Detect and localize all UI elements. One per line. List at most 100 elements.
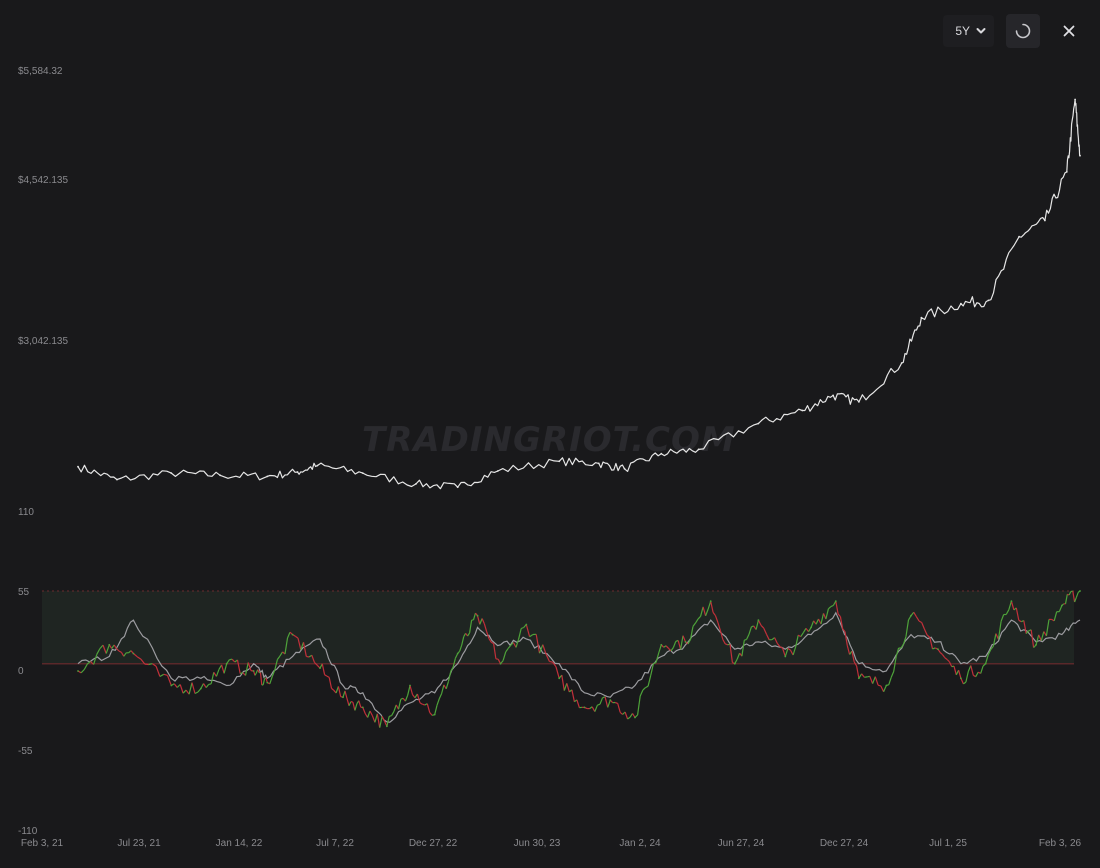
oscillator-segment (987, 649, 992, 656)
oscillator-segment (820, 613, 825, 625)
oscillator-segment (787, 647, 791, 651)
oscillator-point (960, 677, 962, 680)
oscillator-panel: 55 0 -55 -110 (18, 587, 1081, 837)
oscillator-segment (948, 661, 953, 667)
price-point (801, 409, 804, 412)
oscillator-segment (893, 656, 897, 672)
oscillator-segment (352, 702, 356, 711)
price-point (900, 362, 903, 364)
oscillator-segment (970, 665, 974, 676)
oscillator-segment (851, 650, 855, 663)
oscillator-segment (416, 693, 421, 703)
oscillator-segment (853, 661, 858, 667)
oscillator-segment (856, 665, 860, 679)
oscillator-segment (594, 704, 598, 712)
oscillator-segment (844, 631, 848, 646)
oscillator-segment (286, 631, 291, 639)
x-tick-label: Jun 27, 24 (718, 838, 765, 849)
oscillator-segment (702, 606, 707, 616)
refresh-button[interactable] (1006, 14, 1040, 48)
oscillator-segment (797, 634, 802, 638)
oscillator-segment (835, 601, 839, 615)
oscillator-segment (529, 634, 534, 638)
oscillator-segment (869, 676, 874, 684)
oscillator-band (42, 591, 1074, 664)
oscillator-segment (542, 644, 547, 655)
oscillator-segment (426, 703, 431, 713)
chevron-down-icon (976, 28, 986, 34)
oscillator-segment (729, 644, 733, 663)
oscillator-segment (719, 630, 724, 640)
oscillator-segment (262, 678, 266, 685)
oscillator-segment (173, 683, 178, 688)
oscillator-segment (828, 606, 832, 610)
close-button[interactable] (1052, 14, 1086, 48)
x-tick-label: Jun 30, 23 (514, 838, 561, 849)
oscillator-segment (188, 682, 193, 695)
oscillator-segment (549, 660, 553, 663)
oscillator-segment (407, 685, 411, 696)
spinner-icon (1015, 23, 1031, 39)
oscillator-segment (221, 664, 225, 674)
oscillator-segment (488, 638, 492, 643)
oscillator-segment (118, 650, 122, 653)
oscillator-segment (670, 647, 674, 652)
price-point (757, 422, 760, 425)
x-tick-label: Dec 27, 24 (820, 838, 869, 849)
x-tick-label: Jan 14, 22 (216, 838, 263, 849)
oscillator-segment (393, 704, 397, 712)
oscillator-segment (724, 643, 728, 646)
oscillator-segment (438, 693, 443, 699)
oscillator-segment (975, 671, 979, 677)
oscillator-y-tick-label: 55 (18, 587, 30, 598)
oscillator-segment (429, 712, 433, 716)
oscillator-segment (712, 612, 716, 617)
oscillator-point (583, 706, 586, 709)
oscillator-segment (604, 696, 609, 708)
oscillator-segment (763, 627, 768, 635)
price-point (1018, 235, 1020, 238)
oscillator-point (1061, 604, 1063, 607)
oscillator-segment (210, 672, 215, 684)
oscillator-point (291, 633, 294, 636)
oscillator-segment (306, 655, 310, 658)
oscillator-segment (692, 622, 697, 627)
oscillator-segment (997, 621, 1002, 640)
oscillator-segment (591, 706, 596, 712)
oscillator-segment (166, 675, 172, 686)
oscillator-segment (229, 658, 233, 661)
oscillator-segment (822, 613, 827, 620)
oscillator-segment (895, 647, 900, 657)
price-point (832, 394, 834, 397)
oscillator-segment (800, 632, 804, 637)
oscillator-segment (512, 642, 517, 648)
oscillator-segment (779, 646, 783, 649)
oscillator-segment (148, 663, 153, 666)
oscillator-y-tick-label: -110 (18, 826, 38, 837)
oscillator-segment (326, 675, 330, 678)
oscillator-segment (376, 713, 381, 728)
price-point (415, 483, 417, 485)
price-point (987, 299, 990, 302)
price-point (116, 478, 118, 481)
oscillator-segment (87, 661, 91, 665)
oscillator-segment (1038, 634, 1042, 641)
oscillator-segment (552, 661, 557, 668)
oscillator-segment (102, 644, 107, 654)
oscillator-segment (614, 701, 618, 704)
oscillator-segment (116, 648, 120, 652)
oscillator-segment (802, 627, 807, 633)
oscillator-segment (274, 659, 278, 670)
oscillator-segment (391, 711, 395, 716)
oscillator-segment (294, 635, 299, 639)
oscillator-segment (271, 669, 276, 677)
oscillator-segment (748, 626, 752, 635)
oscillator-segment (381, 716, 386, 722)
range-select[interactable]: 5Y (943, 15, 994, 47)
oscillator-point (433, 713, 436, 716)
oscillator-segment (985, 654, 989, 664)
oscillator-segment (1068, 591, 1072, 596)
x-tick-label: Dec 27, 22 (409, 838, 458, 849)
price-point (361, 472, 364, 474)
oscillator-segment (311, 654, 316, 663)
